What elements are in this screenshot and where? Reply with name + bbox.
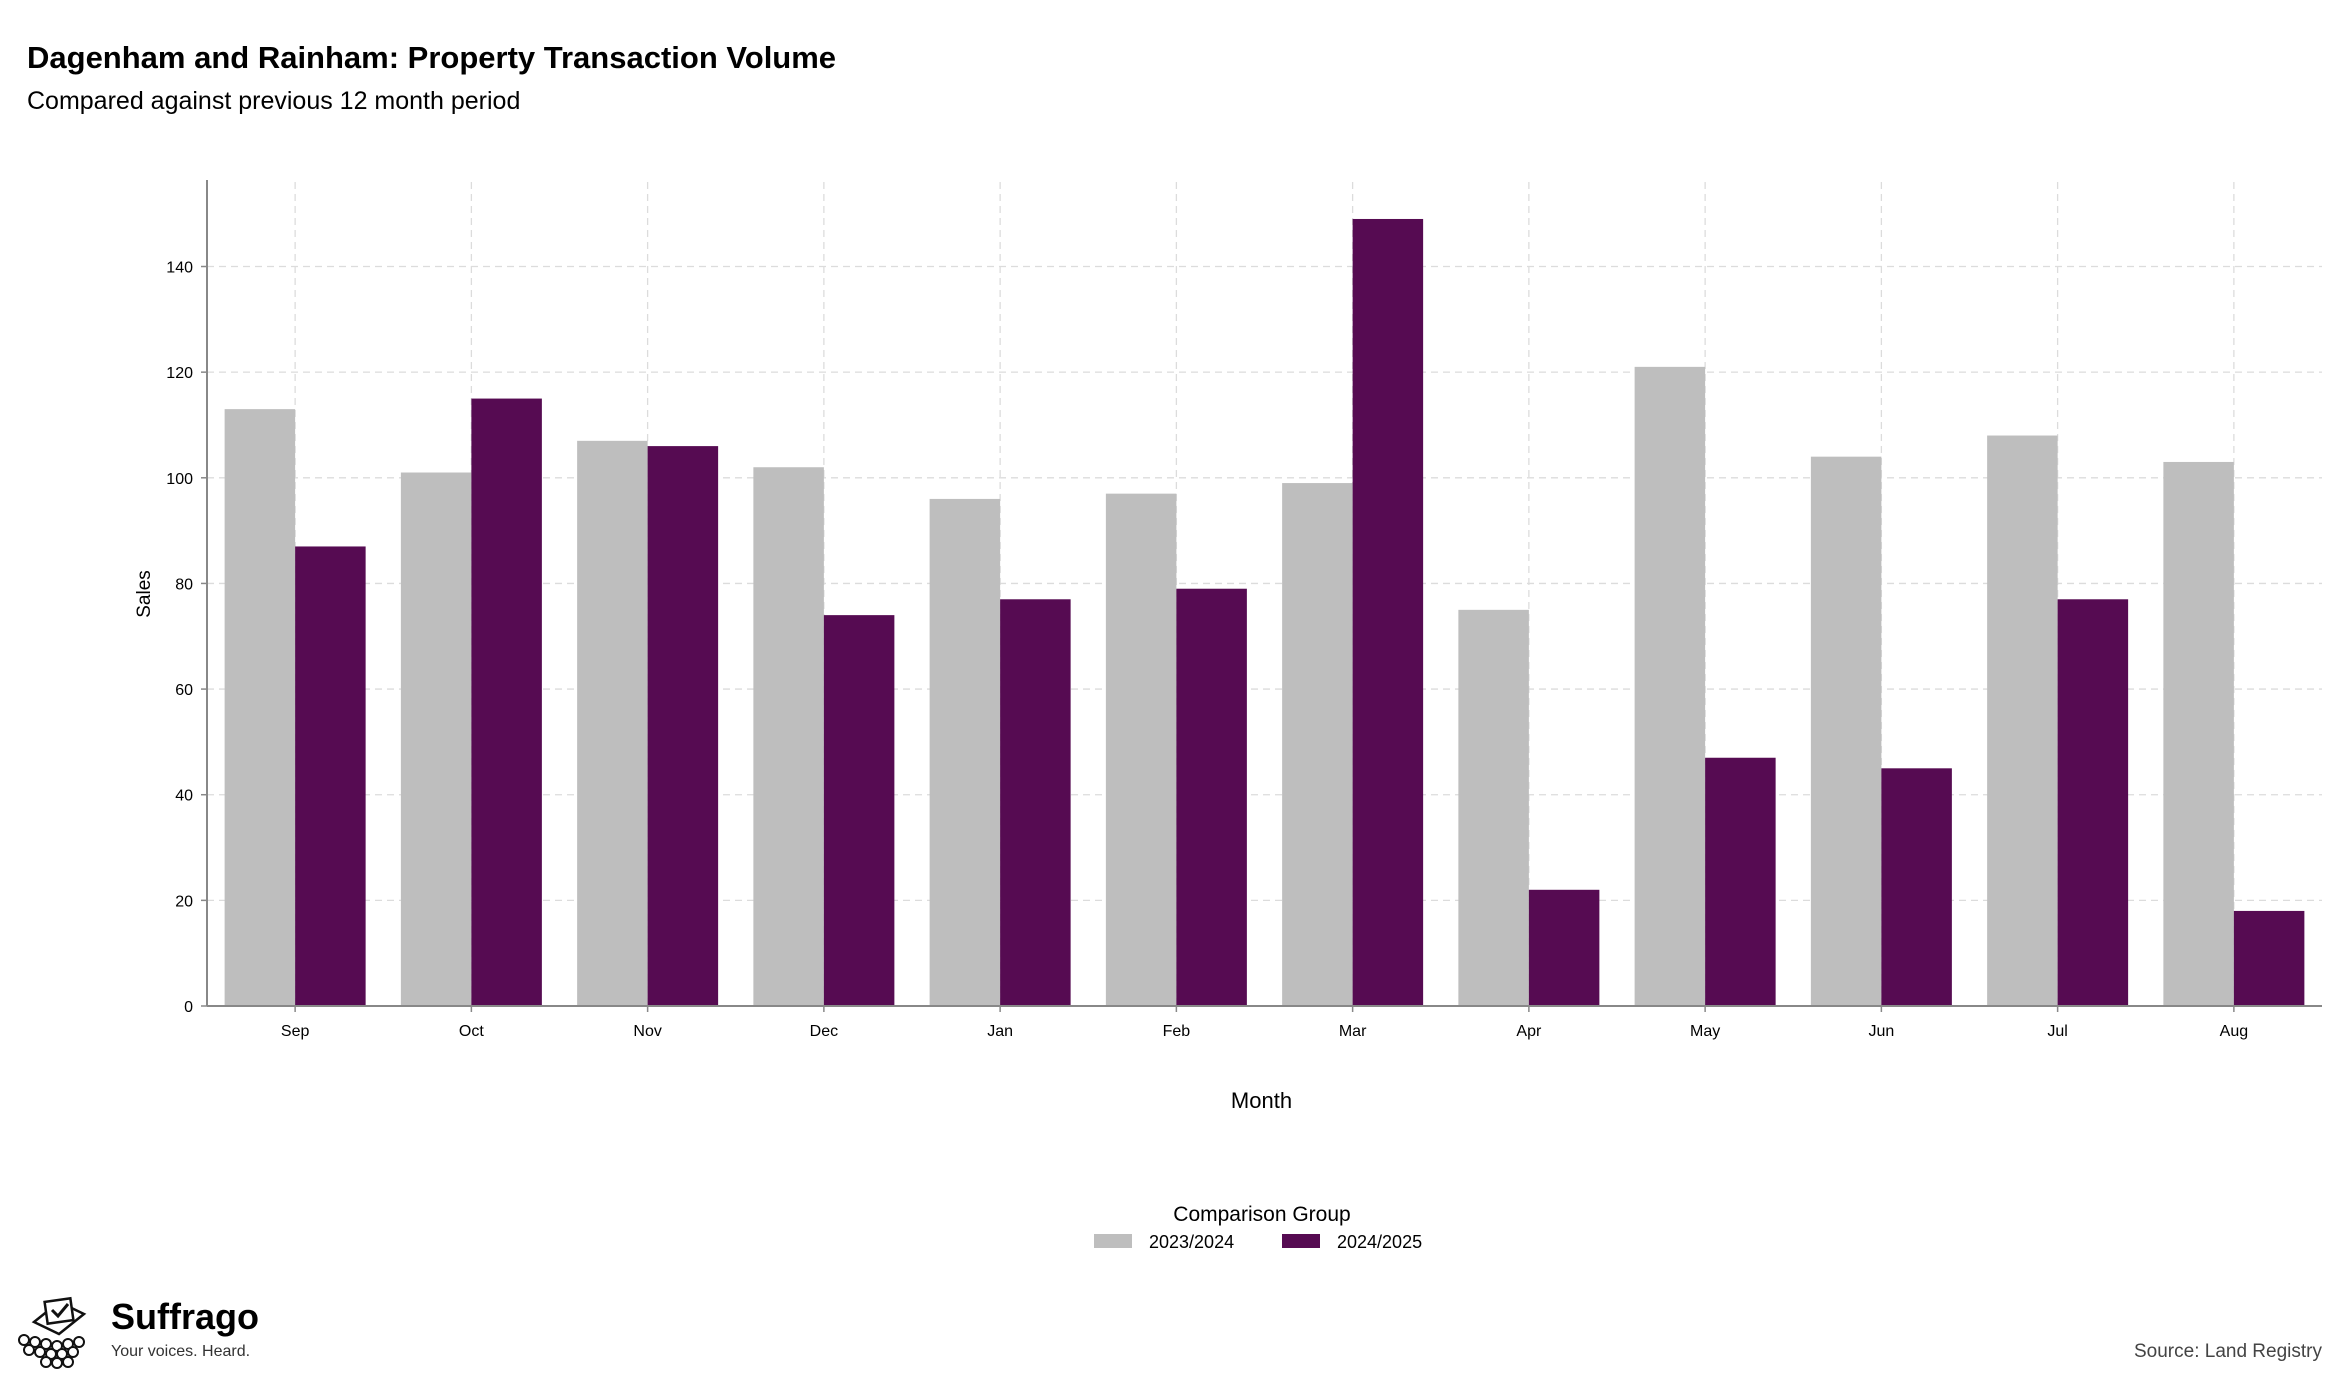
- bar: [1176, 588, 1247, 1006]
- x-tick-label: Jun: [1868, 1023, 1894, 1040]
- x-tick-label: Jan: [987, 1023, 1013, 1040]
- bar: [1458, 609, 1529, 1006]
- bar: [1282, 483, 1353, 1007]
- brand-tagline: Your voices. Heard.: [111, 1343, 251, 1360]
- bar: [929, 498, 1001, 1006]
- bar: [2057, 599, 2129, 1006]
- bar: [1105, 493, 1177, 1007]
- x-tick-label: Nov: [633, 1023, 661, 1040]
- x-tick-label: Oct: [459, 1023, 484, 1040]
- bar: [400, 472, 472, 1006]
- bar: [1634, 366, 1706, 1006]
- x-tick-label: Apr: [1516, 1023, 1542, 1040]
- legend-swatch: [1094, 1234, 1132, 1248]
- bar: [2163, 461, 2234, 1006]
- bar: [823, 615, 895, 1006]
- x-tick-label: Sep: [281, 1023, 310, 1040]
- x-axis-label: Month: [1231, 1088, 1292, 1113]
- x-tick-label: Mar: [1339, 1023, 1367, 1040]
- brand-name: Suffrago: [111, 1296, 259, 1337]
- y-tick-label: 120: [166, 365, 193, 382]
- suffrago-logo-icon: [14, 1292, 110, 1377]
- x-tick-label: Feb: [1163, 1023, 1191, 1040]
- y-tick-label: 20: [175, 893, 193, 910]
- bar: [1000, 599, 1071, 1006]
- bar: [1352, 218, 1424, 1006]
- x-tick-label: Dec: [810, 1023, 838, 1040]
- bar: [471, 398, 542, 1007]
- legend-label: 2024/2025: [1337, 1232, 1422, 1252]
- y-tick-label: 100: [166, 471, 193, 488]
- axes: 0 20 40 60 80 100 120 140 Sep Oct Nov Dec Jan Feb Mar A…: [166, 180, 2322, 1040]
- bar: [753, 467, 824, 1006]
- bar: [295, 546, 366, 1006]
- bar: [224, 409, 296, 1007]
- x-tick-label: May: [1690, 1023, 1720, 1040]
- bar: [647, 446, 719, 1007]
- legend-title: Comparison Group: [1173, 1203, 1350, 1226]
- chart-title: Dagenham and Rainham: Property Transacti…: [27, 40, 837, 75]
- bars: [224, 218, 2305, 1007]
- x-tick-label: Aug: [2220, 1023, 2248, 1040]
- y-axis-label: Sales: [134, 570, 155, 618]
- bar: [2233, 910, 2305, 1006]
- bar: [1705, 757, 1776, 1006]
- legend: Comparison Group 2023/2024 2024/2025: [1094, 1203, 1422, 1252]
- bar: [1528, 889, 1600, 1006]
- source-note: Source: Land Registry: [2134, 1341, 2322, 1362]
- bar: [1881, 768, 1952, 1006]
- legend-swatch: [1282, 1234, 1320, 1248]
- x-tick-label: Jul: [2047, 1023, 2067, 1040]
- bar: [577, 440, 648, 1006]
- legend-label: 2023/2024: [1149, 1232, 1234, 1252]
- y-tick-label: 80: [175, 576, 193, 593]
- bar: [1987, 435, 2058, 1006]
- bar: [1810, 456, 1882, 1007]
- y-tick-label: 60: [175, 682, 193, 699]
- y-tick-label: 40: [175, 788, 193, 805]
- y-tick-label: 0: [184, 999, 193, 1016]
- chart-subtitle: Compared against previous 12 month perio…: [27, 87, 521, 115]
- y-tick-label: 140: [166, 260, 193, 277]
